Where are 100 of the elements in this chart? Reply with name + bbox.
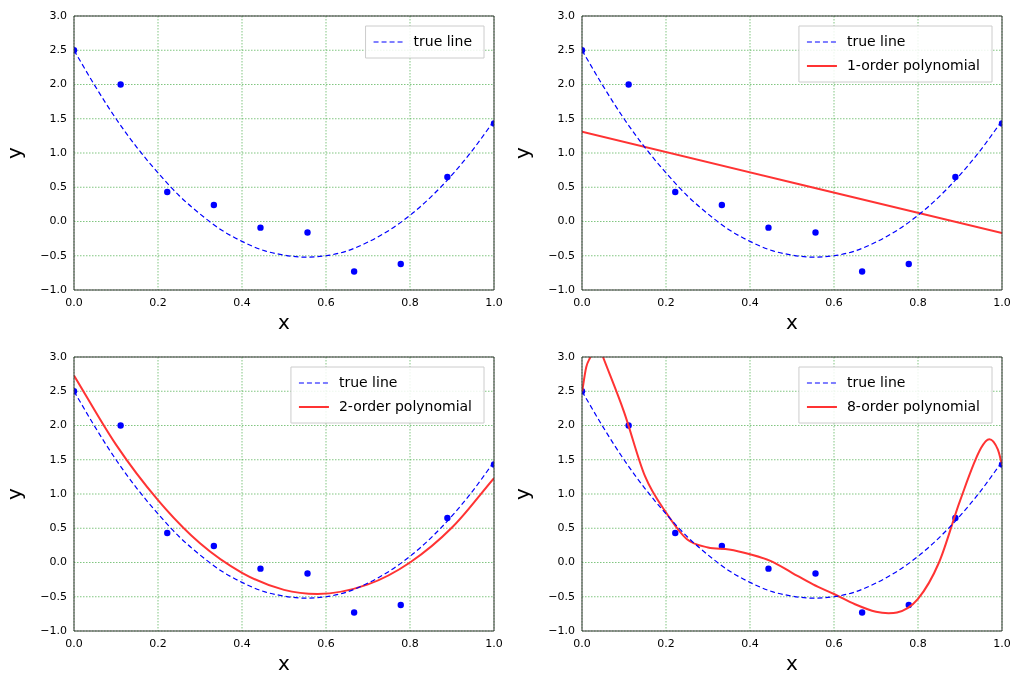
point (444, 514, 451, 522)
point (164, 188, 171, 196)
y-tick-label: 3.0 (557, 8, 575, 22)
y-tick-label: 1.5 (49, 452, 67, 466)
x-tick-label: 0.8 (909, 296, 927, 310)
point (257, 224, 264, 231)
x-tick-label: 0.8 (401, 296, 419, 310)
y-tick-label: −0.5 (548, 589, 575, 603)
x-tick-label: 0.6 (317, 637, 335, 651)
x-tick-label: 0.8 (401, 637, 419, 651)
legend-label: 2-order polynomial (338, 397, 472, 414)
y-tick-label: 0.0 (49, 214, 67, 228)
point (718, 201, 726, 209)
point (625, 81, 632, 88)
x-tick-label: 1.0 (485, 637, 503, 651)
legend-label: true line (413, 32, 473, 49)
y-tick-label: −1.0 (548, 623, 575, 637)
legend-label: 8-order polynomial (846, 397, 980, 414)
y-tick-label: −1.0 (40, 623, 67, 637)
point (210, 542, 218, 550)
y-tick-label: −0.5 (40, 248, 67, 262)
point (858, 609, 866, 616)
point (905, 260, 912, 268)
x-axis-title: x (786, 651, 799, 676)
point (444, 173, 451, 181)
x-tick-label: 0.4 (741, 296, 759, 310)
x-tick-label: 0.0 (573, 637, 591, 651)
x-axis-title: x (786, 310, 799, 335)
line-series (582, 390, 1002, 599)
point (397, 601, 404, 609)
y-tick-label: 0.0 (557, 214, 575, 228)
y-tick-label: 0.5 (557, 521, 575, 535)
x-tick-label: 0.4 (741, 637, 759, 651)
y-tick-label: 2.0 (557, 418, 575, 432)
y-tick-label: 2.5 (557, 384, 575, 398)
point (304, 570, 311, 577)
y-axis-title: y (510, 487, 535, 500)
x-tick-label: 1.0 (993, 296, 1011, 310)
x-tick-label: 0.4 (233, 296, 251, 310)
x-tick-label: 0.4 (233, 637, 251, 651)
y-tick-label: 3.0 (49, 8, 67, 22)
y-tick-label: −0.5 (40, 589, 67, 603)
point (164, 529, 171, 537)
y-tick-label: 2.5 (49, 43, 67, 57)
y-axis-title: y (510, 146, 535, 159)
y-tick-label: 1.0 (49, 145, 67, 159)
y-tick-label: 3.0 (49, 349, 67, 363)
y-axis-title: y (2, 487, 27, 500)
point (210, 201, 218, 209)
y-tick-label: −1.0 (40, 282, 67, 296)
x-tick-label: 0.0 (65, 296, 83, 310)
line-series (74, 49, 494, 258)
point (304, 229, 311, 236)
point (765, 565, 772, 572)
y-tick-label: 0.0 (557, 555, 575, 569)
x-tick-label: 0.6 (317, 296, 335, 310)
x-tick-label: 1.0 (993, 637, 1011, 651)
y-tick-label: 1.5 (557, 452, 575, 466)
point (812, 229, 819, 236)
x-axis-title: x (278, 651, 291, 676)
y-tick-label: 2.0 (49, 77, 67, 91)
y-tick-label: 1.0 (557, 486, 575, 500)
y-tick-label: −1.0 (548, 282, 575, 296)
y-tick-label: 0.5 (49, 180, 67, 194)
point (257, 565, 264, 572)
y-tick-label: 1.0 (49, 486, 67, 500)
y-tick-label: 0.5 (49, 521, 67, 535)
y-tick-label: 1.5 (49, 111, 67, 125)
point (672, 188, 679, 196)
y-tick-label: 0.0 (49, 555, 67, 569)
y-tick-label: 0.5 (557, 180, 575, 194)
y-axis-title: y (2, 146, 27, 159)
y-tick-label: 2.0 (557, 77, 575, 91)
x-tick-label: 0.2 (657, 296, 675, 310)
x-tick-label: 0.0 (573, 296, 591, 310)
legend-label: 1-order polynomial (846, 56, 980, 73)
point (350, 609, 358, 616)
point (350, 268, 358, 275)
line-series (582, 49, 1002, 258)
x-tick-label: 0.2 (657, 637, 675, 651)
y-tick-label: 1.5 (557, 111, 575, 125)
y-tick-label: 2.5 (557, 43, 575, 57)
x-tick-label: 0.6 (825, 637, 843, 651)
point (672, 529, 679, 537)
point (117, 422, 124, 429)
x-axis-title: x (278, 310, 291, 335)
x-tick-label: 0.2 (149, 637, 167, 651)
point (952, 173, 959, 181)
x-tick-label: 0.2 (149, 296, 167, 310)
point (117, 81, 124, 88)
legend-label: true line (846, 373, 906, 390)
y-tick-label: 3.0 (557, 349, 575, 363)
legend-label: true line (846, 32, 906, 49)
x-tick-label: 0.8 (909, 637, 927, 651)
point (812, 570, 819, 577)
x-tick-label: 1.0 (485, 296, 503, 310)
point (397, 260, 404, 268)
y-tick-label: 1.0 (557, 145, 575, 159)
x-tick-label: 0.6 (825, 296, 843, 310)
point (858, 268, 866, 275)
